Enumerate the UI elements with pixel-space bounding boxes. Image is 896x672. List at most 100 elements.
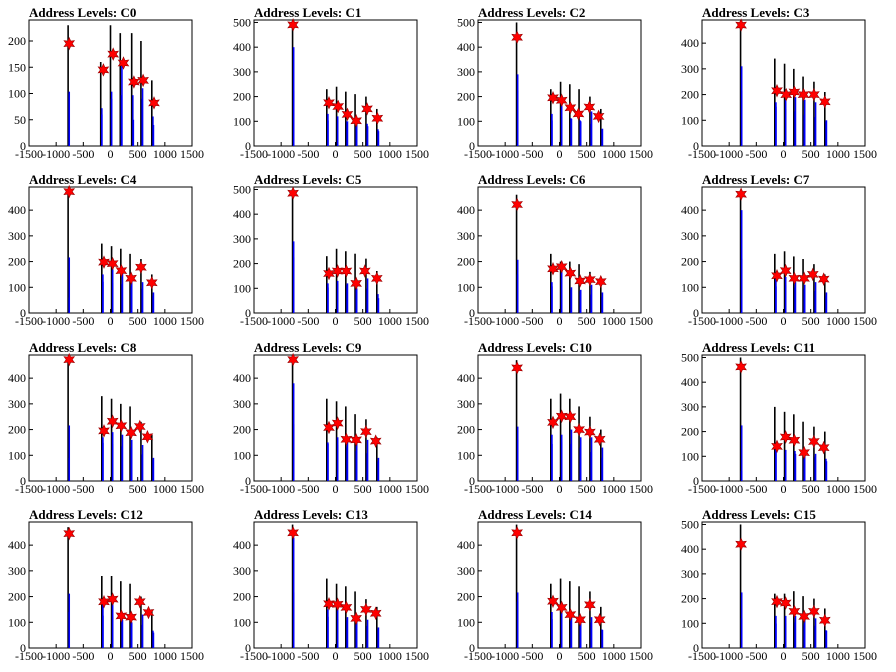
plot-frame [477,521,642,649]
x-tick-label: 500 [129,147,147,161]
chart-panel: Address Levels: C14 0 100 200 300 400 -1500 -10… [457,507,653,663]
x-tick-label: -1000 [715,147,743,161]
x-tick-label: 500 [578,147,596,161]
peak-marker [98,255,110,269]
y-tick-label: 300 [457,397,475,411]
chart-panel: Address Levels: C4 0 100 200 300 400 -1500 -100… [8,172,204,328]
x-tick-label: 0 [333,314,339,328]
y-tick-label: 0 [245,306,251,320]
peak-marker [593,612,606,627]
x-tick-label: 1500 [180,649,204,663]
peak-marker [594,274,607,289]
plot-frame [253,521,418,649]
y-tick-label: 0 [245,474,251,488]
x-tick-label: 1500 [405,482,429,496]
y-tick-label: 200 [8,423,26,437]
x-tick-label: 0 [781,147,787,161]
x-tick-label: -500 [521,314,543,328]
x-tick-label: 500 [129,314,147,328]
peak-marker [798,271,810,286]
peak-marker [137,73,149,88]
x-tick-label: 0 [557,314,563,328]
y-tick-label: 100 [8,280,26,294]
chart-title: Address Levels: C13 [254,507,368,522]
y-tick-label: 100 [457,114,475,128]
x-tick-label: -1500 [15,147,43,161]
x-tick-label: 1500 [180,482,204,496]
x-tick-label: -500 [297,147,319,161]
peak-marker [808,604,820,619]
x-tick-label: 1000 [378,482,402,496]
peak-marker [97,63,110,77]
peak-marker [107,47,120,61]
y-tick-label: 300 [681,62,699,76]
peak-marker [331,597,344,612]
peak-marker [817,440,830,455]
x-tick-label: 0 [108,649,114,663]
peak-marker [818,613,831,628]
x-tick-label: 1000 [826,147,850,161]
x-tick-label: 1500 [180,147,204,161]
peak-marker [555,600,568,615]
plot-frame [477,186,642,314]
peak-marker [564,100,577,115]
x-tick-label: 0 [781,314,787,328]
x-tick-label: 1000 [378,649,402,663]
x-tick-label: -1000 [491,147,519,161]
peak-marker [592,109,605,124]
y-tick-label: 200 [681,88,699,102]
x-tick-label: 500 [802,649,820,663]
x-tick-label: 500 [802,314,820,328]
x-tick-label: 0 [557,649,563,663]
y-tick-label: 400 [457,203,475,217]
y-tick-label: 300 [233,65,251,79]
y-tick-label: 100 [457,615,475,629]
x-tick-label: 500 [129,482,147,496]
peak-marker [360,602,372,617]
plot-frame [28,521,193,649]
y-tick-label: 500 [681,517,699,531]
x-tick-label: 500 [578,649,596,663]
peak-marker [63,352,76,367]
y-tick-label: 0 [469,306,475,320]
x-tick-label: -1000 [42,147,70,161]
y-tick-label: 300 [8,564,26,578]
y-tick-label: 300 [681,567,699,581]
chart-panel: Address Levels: C10 0 100 200 300 400 -1500 -10… [457,340,653,496]
x-tick-label: -1500 [688,482,716,496]
y-tick-label: 400 [457,371,475,385]
y-tick-label: 0 [693,474,699,488]
peak-marker [323,597,335,611]
chart-panel: Address Levels: C50100200300400500-1500-… [233,172,429,328]
peak-marker [547,262,559,276]
x-tick-label: 1000 [602,147,626,161]
chart-title: Address Levels: C12 [29,507,143,522]
y-tick-label: 200 [681,425,699,439]
x-tick-label: 500 [802,147,820,161]
x-tick-label: -1500 [15,482,43,496]
peak-marker [547,415,559,430]
x-tick-label: -1500 [464,482,492,496]
chart-panel: Address Levels: C15 0 100 200 300 400 500 -1500… [681,507,877,663]
chart-panel: Address Levels: C13 0 100 200 300 400 -1500 -10… [233,507,429,663]
peak-marker [511,197,523,212]
x-tick-label: -500 [745,482,767,496]
x-tick-label: 0 [108,482,114,496]
peak-marker [573,422,585,437]
x-tick-label: 1000 [378,147,402,161]
plot-frame [253,19,418,147]
x-tick-label: -500 [72,649,94,663]
peak-marker [350,276,362,291]
peak-marker [808,434,820,449]
y-tick-label: 0 [469,641,475,655]
y-tick-label: 100 [681,449,699,463]
peak-marker [735,187,747,201]
peak-marker [511,361,523,375]
peak-marker [779,430,792,444]
x-tick-label: 0 [333,649,339,663]
y-tick-label: 200 [681,255,699,269]
x-tick-label: 1000 [826,649,850,663]
y-tick-label: 0 [693,139,699,153]
x-tick-label: 500 [578,314,596,328]
